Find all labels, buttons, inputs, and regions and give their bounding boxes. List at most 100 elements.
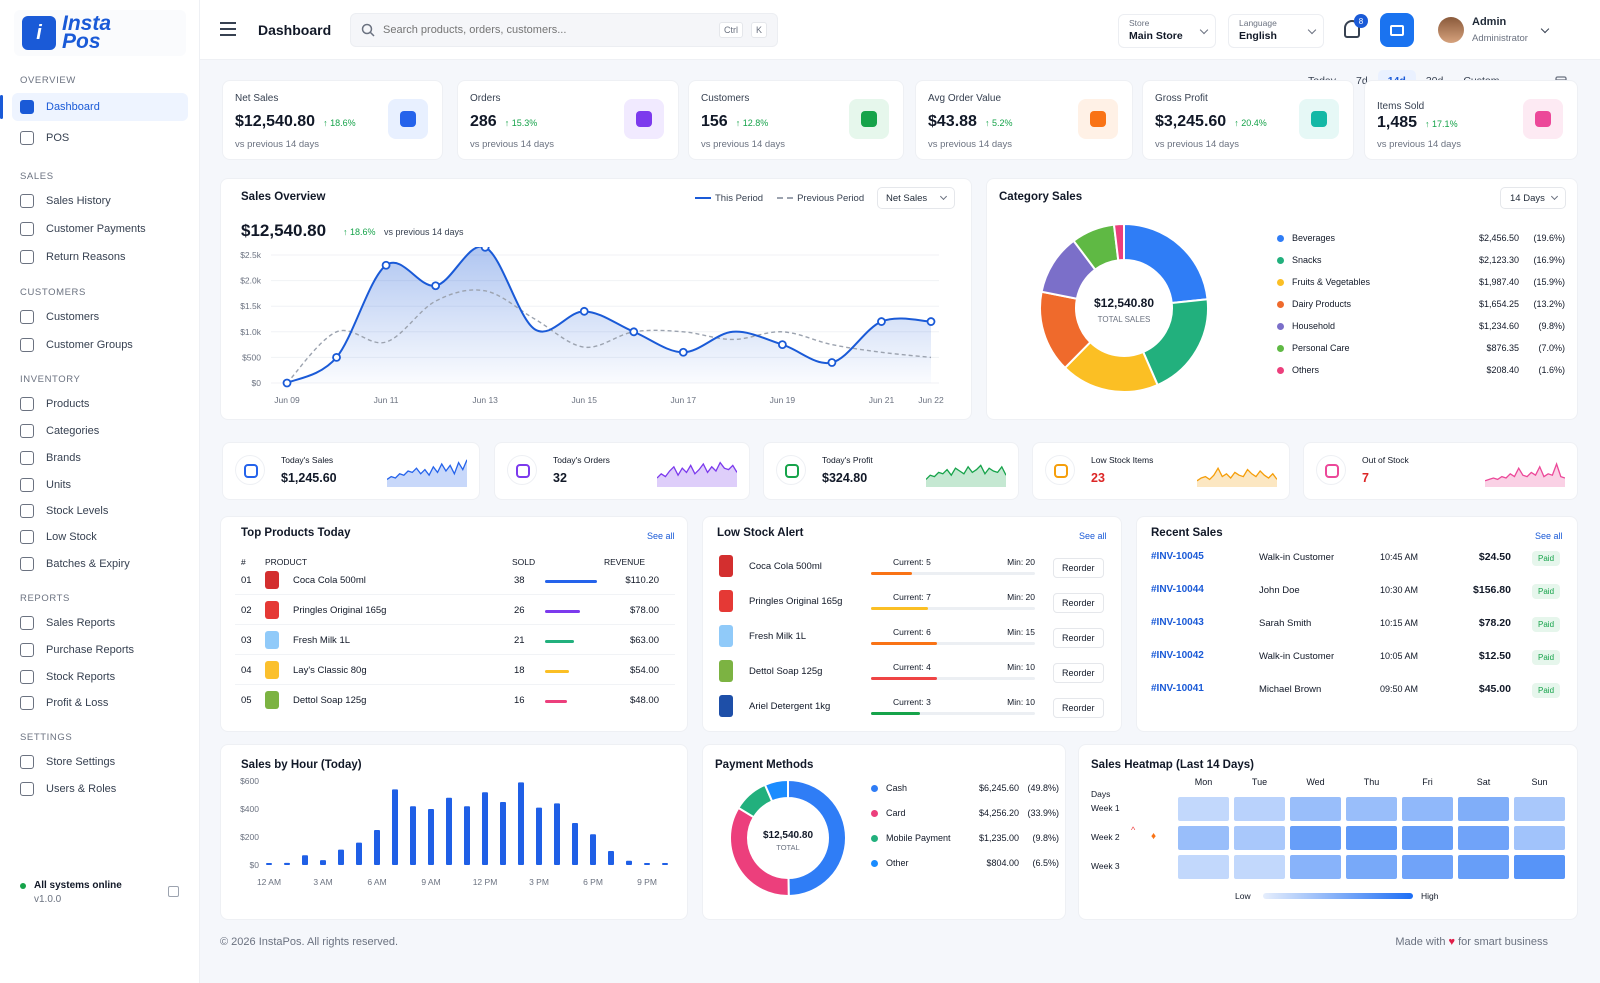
top-products-see-all-link[interactable]: See all	[647, 531, 675, 541]
this-period-point	[629, 327, 639, 337]
recent-sales-see-all-link[interactable]: See all	[1535, 531, 1563, 541]
kpi-card-avg-order-value[interactable]: Avg Order Value $43.88 ↑ 5.2% vs previous 1…	[915, 80, 1133, 160]
heatmap-cell[interactable]	[1346, 826, 1397, 850]
invoice-link[interactable]: #INV-10045	[1151, 551, 1204, 562]
sidebar-item-purchase-reports[interactable]: Purchase Reports	[12, 636, 188, 664]
report-icon	[20, 616, 34, 630]
sidebar-item-categories[interactable]: Categories	[12, 417, 188, 445]
heatmap-cell[interactable]	[1402, 826, 1453, 850]
heatmap-cell[interactable]	[1178, 855, 1229, 879]
range-tab-7d[interactable]: 7d	[1356, 75, 1368, 87]
metric-select[interactable]: Net Sales	[877, 187, 955, 209]
heatmap-cell[interactable]	[1458, 855, 1509, 879]
kpi-card-gross-profit[interactable]: Gross Profit $3,245.60 ↑ 20.4% vs previous …	[1142, 80, 1354, 160]
heatmap-cell[interactable]	[1514, 855, 1565, 879]
low-stock-product-name[interactable]: Pringles Original 165g	[749, 596, 843, 607]
product-name[interactable]: Fresh Milk 1L	[293, 635, 351, 646]
language-select[interactable]: Language English	[1228, 14, 1324, 48]
mini-stat-out-of-stock[interactable]: Out of Stock 7	[1303, 442, 1578, 500]
sidebar-item-return-reasons[interactable]: Return Reasons	[12, 243, 188, 271]
reorder-button[interactable]: Reorder	[1053, 663, 1104, 683]
sidebar-item-customer-groups[interactable]: Customer Groups	[12, 331, 188, 359]
sidebar-item-sales-reports[interactable]: Sales Reports	[12, 609, 188, 637]
mini-stat-today-s-profit[interactable]: Today's Profit $324.80	[763, 442, 1019, 500]
sidebar-item-low-stock[interactable]: Low Stock	[12, 523, 188, 551]
low-stock-product-name[interactable]: Dettol Soap 125g	[749, 666, 823, 677]
low-stock-product-name[interactable]: Fresh Milk 1L	[749, 631, 807, 642]
store-value: Main Store	[1129, 30, 1183, 42]
sidebar-item-batches-expiry[interactable]: Batches & Expiry	[12, 550, 188, 578]
sidebar-item-pos[interactable]: POS	[12, 124, 188, 152]
heatmap-cell[interactable]	[1290, 855, 1341, 879]
heatmap-cell[interactable]	[1346, 797, 1397, 821]
heatmap-cell[interactable]	[1402, 797, 1453, 821]
sidebar-item-stock-levels[interactable]: Stock Levels	[12, 497, 188, 525]
reorder-button[interactable]: Reorder	[1053, 628, 1104, 648]
invoice-link[interactable]: #INV-10043	[1151, 617, 1204, 628]
sidebar-item-brands[interactable]: Brands	[12, 444, 188, 472]
search-bar[interactable]: Ctrl K	[350, 13, 778, 47]
trend-up-icon: ^	[1131, 825, 1136, 835]
menu-toggle-icon[interactable]	[220, 22, 236, 36]
sidebar-item-units[interactable]: Units	[12, 471, 188, 499]
sidebar-item-customer-payments[interactable]: Customer Payments	[12, 215, 188, 243]
search-input[interactable]	[383, 24, 711, 36]
heatmap-col-fri: Fri	[1422, 777, 1433, 787]
category-range-select[interactable]: 14 Days	[1500, 187, 1566, 209]
sidebar-item-label: Customer Payments	[46, 223, 146, 235]
heatmap-cell[interactable]	[1178, 797, 1229, 821]
heatmap-cell[interactable]	[1178, 826, 1229, 850]
sparkline	[657, 461, 737, 487]
heatmap-cell[interactable]	[1514, 797, 1565, 821]
reorder-button[interactable]: Reorder	[1053, 593, 1104, 613]
mini-stat-today-s-sales[interactable]: Today's Sales $1,245.60	[222, 442, 480, 500]
invoice-link[interactable]: #INV-10044	[1151, 584, 1204, 595]
heatmap-cell[interactable]	[1402, 855, 1453, 879]
user-menu-chevron-icon[interactable]	[1540, 24, 1550, 34]
heatmap-cell[interactable]	[1234, 797, 1285, 821]
sidebar-item-products[interactable]: Products	[12, 390, 188, 418]
low-stock-product-name[interactable]: Ariel Detergent 1kg	[749, 701, 831, 712]
low-stock-product-name[interactable]: Coca Cola 500ml	[749, 561, 822, 572]
reorder-button[interactable]: Reorder	[1053, 558, 1104, 578]
sidebar-item-customers[interactable]: Customers	[12, 303, 188, 331]
x-tick-label: Jun 22	[918, 395, 944, 405]
this-period-point	[827, 358, 837, 367]
product-name[interactable]: Coca Cola 500ml	[293, 575, 366, 586]
sidebar-item-users-roles[interactable]: Users & Roles	[12, 775, 188, 803]
mini-stat-low-stock-items[interactable]: Low Stock Items 23	[1032, 442, 1290, 500]
heatmap-cell[interactable]	[1458, 797, 1509, 821]
heatmap-cell[interactable]	[1234, 855, 1285, 879]
mini-stat-today-s-orders[interactable]: Today's Orders 32	[494, 442, 750, 500]
kpi-card-net-sales[interactable]: Net Sales $12,540.80 ↑ 18.6% vs previous 14…	[222, 80, 443, 160]
heatmap-cell[interactable]	[1346, 855, 1397, 879]
kpi-card-customers[interactable]: Customers 156 ↑ 12.8% vs previous 14 days	[688, 80, 904, 160]
kpi-card-items-sold[interactable]: Items Sold 1,485 ↑ 17.1% vs previous 14 day…	[1364, 80, 1578, 160]
heatmap-cell[interactable]	[1458, 826, 1509, 850]
invoice-link[interactable]: #INV-10042	[1151, 650, 1204, 661]
collapse-sidebar-icon[interactable]	[168, 886, 179, 897]
low-stock-see-all-link[interactable]: See all	[1079, 531, 1107, 541]
pos-screen-button[interactable]	[1380, 13, 1414, 47]
hour-bar-5-pm	[572, 823, 578, 865]
product-name[interactable]: Pringles Original 165g	[293, 605, 387, 616]
sidebar-item-dashboard[interactable]: Dashboard	[0, 93, 188, 121]
bell-icon[interactable]	[1344, 20, 1360, 38]
invoice-link[interactable]: #INV-10041	[1151, 683, 1204, 694]
avatar[interactable]	[1438, 17, 1464, 43]
reorder-button[interactable]: Reorder	[1053, 698, 1104, 718]
sidebar-item-store-settings[interactable]: Store Settings	[12, 748, 188, 776]
heatmap-cell[interactable]	[1290, 826, 1341, 850]
sidebar-item-profit-loss[interactable]: Profit & Loss	[12, 689, 188, 717]
heatmap-cell[interactable]	[1290, 797, 1341, 821]
logo[interactable]: i Insta Pos	[14, 10, 186, 56]
legend-dot-icon	[871, 785, 878, 793]
product-name[interactable]: Lay's Classic 80g	[293, 665, 367, 676]
kpi-card-orders[interactable]: Orders 286 ↑ 15.3% vs previous 14 days	[457, 80, 679, 160]
product-name[interactable]: Dettol Soap 125g	[293, 695, 367, 706]
sidebar-item-stock-reports[interactable]: Stock Reports	[12, 663, 188, 691]
store-select[interactable]: Store Main Store	[1118, 14, 1216, 48]
heatmap-cell[interactable]	[1514, 826, 1565, 850]
sidebar-item-sales-history[interactable]: Sales History	[12, 187, 188, 215]
heatmap-cell[interactable]	[1234, 826, 1285, 850]
